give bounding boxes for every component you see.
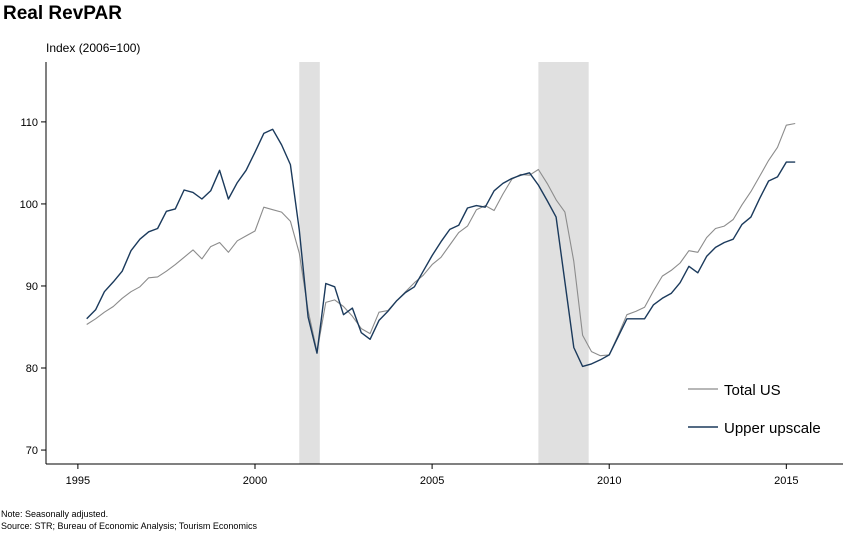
x-tick-label-2005: 2005 [420,475,444,487]
recession-band-2 [538,62,589,464]
y-axis-unit-label: Index (2006=100) [46,41,141,55]
recession-bands [299,62,589,464]
y-tick-label-90: 90 [26,281,38,293]
x-tick-label-2015: 2015 [774,475,798,487]
y-tick-label-80: 80 [26,363,38,375]
series-line-upper-upscale [86,128,796,368]
footnote-source: Source: STR; Bureau of Economic Analysis… [1,521,257,531]
axes [45,62,843,465]
footnote-note: Note: Seasonally adjusted. [1,509,109,519]
x-tick-label-2010: 2010 [597,475,621,487]
y-tick-label-110: 110 [20,117,38,129]
axis-ticks: 70 80 90 100 110 1995 2000 2005 2010 2015 [20,117,799,487]
x-tick-label-1995: 1995 [66,475,90,487]
series-lines [86,122,796,368]
legend: Total US Upper upscale [688,382,821,437]
x-tick-label-2000: 2000 [243,475,267,487]
chart-title: Real RevPAR [3,3,122,24]
y-tick-label-100: 100 [20,199,38,211]
legend-label-upper-upscale: Upper upscale [724,420,821,437]
series-line-total-us [86,122,796,357]
legend-label-total-us: Total US [724,382,781,399]
y-tick-label-70: 70 [26,445,38,457]
recession-band-1 [299,62,320,464]
footnote: Note: Seasonally adjusted. Source: STR; … [1,508,257,532]
